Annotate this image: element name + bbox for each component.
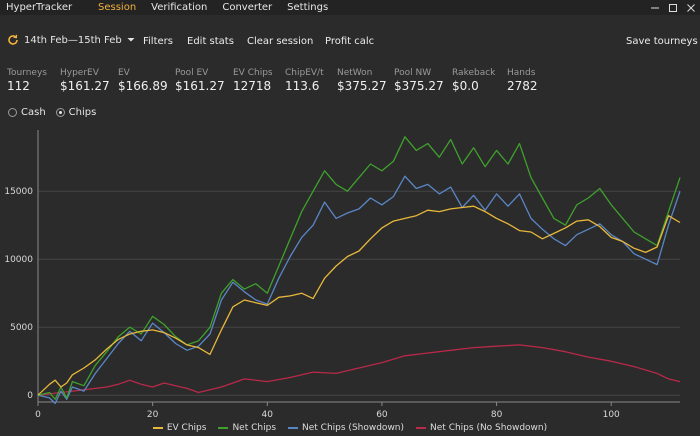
legend-label: Net Chips (Showdown) [302, 423, 405, 433]
legend-net-chips-showdown[interactable]: Net Chips (Showdown) [288, 421, 404, 435]
stat-pool-ev: Pool EV $161.27 [175, 68, 225, 93]
legend-net-chips-no-showdown[interactable]: Net Chips (No Showdown) [416, 421, 547, 435]
cash-radio[interactable]: Cash [8, 107, 46, 118]
y-tick-label: 10000 [4, 255, 33, 265]
stat-value: $375.27 [337, 79, 387, 93]
legend-label: Net Chips (No Showdown) [430, 423, 548, 433]
stat-value: 112 [7, 79, 30, 93]
profit-calc-button[interactable]: Profit calc [325, 36, 375, 47]
stat-label: ChipEV/t [285, 68, 324, 78]
save-tourneys-button[interactable]: Save tourneys [626, 36, 698, 47]
toolbar: 14th Feb—15th Feb Filters Edit stats Cle… [0, 31, 700, 53]
radio-checked-icon [55, 108, 65, 117]
series-line-net-chips [37, 136, 681, 400]
stat-value: $161.27 [175, 79, 225, 93]
menu-converter[interactable]: Converter [222, 2, 273, 13]
x-tick-label: 0 [35, 410, 41, 418]
chips-chart: 0 5000 10000 15000 0 20 40 60 80 100 [4, 130, 681, 418]
stat-chipev-per-t: ChipEV/t 113.6 [285, 68, 324, 93]
stat-value: $166.89 [118, 79, 168, 93]
legend-swatch [152, 427, 163, 429]
stat-label: EV [118, 68, 130, 78]
stat-ev: EV $166.89 [118, 68, 168, 93]
chevron-down-icon [127, 37, 135, 43]
stat-label: HyperEV [60, 68, 99, 78]
y-tick-label: 15000 [4, 187, 33, 197]
stat-label: EV Chips [233, 68, 273, 78]
stat-ev-chips: EV Chips 12718 [233, 68, 273, 93]
stat-value: $0.0 [452, 79, 479, 93]
stat-value: 113.6 [285, 79, 320, 93]
menu-settings[interactable]: Settings [287, 2, 329, 13]
chips-radio[interactable]: Chips [55, 107, 97, 118]
maximize-icon[interactable] [664, 0, 682, 15]
stat-value: 12718 [233, 79, 272, 93]
y-tick-label: 5000 [10, 323, 33, 333]
legend-swatch [288, 427, 299, 429]
radio-circle-icon [8, 108, 17, 117]
menu-verification[interactable]: Verification [151, 2, 208, 13]
edit-stats-button[interactable]: Edit stats [187, 36, 234, 47]
legend-label: EV Chips [166, 423, 207, 433]
series-line-net-chips-no-showdown [37, 344, 681, 396]
chart-legend: EV Chips Net Chips Net Chips (Showdown) … [0, 421, 700, 435]
window-controls [646, 0, 700, 15]
cash-label: Cash [21, 107, 46, 118]
refresh-icon [7, 34, 19, 46]
stat-tourneys: Tourneys 112 [7, 68, 47, 93]
clear-session-button[interactable]: Clear session [247, 36, 314, 47]
date-range-label: 14th Feb—15th Feb [24, 34, 122, 46]
series-line-ev-chips [37, 205, 681, 396]
legend-ev-chips[interactable]: EV Chips [152, 421, 207, 435]
close-icon[interactable] [682, 0, 700, 15]
stat-hyperev: HyperEV $161.27 [60, 68, 110, 93]
y-tick-label: 0 [27, 391, 33, 401]
stat-rakeback: Rakeback $0.0 [452, 68, 495, 93]
mode-selector: Cash Chips [8, 107, 106, 118]
x-tick-label: 20 [147, 410, 159, 418]
stat-value: 2782 [507, 79, 538, 93]
x-tick-label: 100 [603, 410, 620, 418]
stat-label: Rakeback [452, 68, 496, 78]
stat-label: NetWon [337, 68, 373, 78]
stat-netwon: NetWon $375.27 [337, 68, 387, 93]
date-range-picker[interactable]: 14th Feb—15th Feb [7, 34, 135, 46]
stat-label: Pool NW [394, 68, 432, 78]
x-tick-label: 40 [262, 410, 274, 418]
minimize-icon[interactable] [646, 0, 664, 15]
x-tick-label: 60 [376, 410, 388, 418]
legend-swatch [416, 427, 427, 429]
filters-button[interactable]: Filters [143, 36, 173, 47]
series-line-net-chips-showdown [37, 175, 681, 405]
stat-label: Hands [507, 68, 536, 78]
stat-value: $161.27 [60, 79, 110, 93]
menu-session[interactable]: Session [98, 2, 137, 13]
legend-net-chips[interactable]: Net Chips [218, 421, 276, 435]
x-tick-label: 80 [491, 410, 503, 418]
stat-label: Pool EV [175, 68, 209, 78]
stat-pool-nw: Pool NW $375.27 [394, 68, 444, 93]
title-bar: HyperTracker Session Verification Conver… [0, 0, 700, 15]
legend-swatch [218, 427, 229, 429]
chips-label: Chips [68, 107, 97, 118]
legend-label: Net Chips [232, 423, 277, 433]
stat-hands: Hands 2782 [507, 68, 538, 93]
stat-value: $375.27 [394, 79, 444, 93]
stats-bar: Tourneys 112 HyperEV $161.27 EV $166.89 Poo… [0, 68, 700, 98]
stat-label: Tourneys [7, 68, 47, 78]
app-title: HyperTracker [6, 2, 73, 13]
